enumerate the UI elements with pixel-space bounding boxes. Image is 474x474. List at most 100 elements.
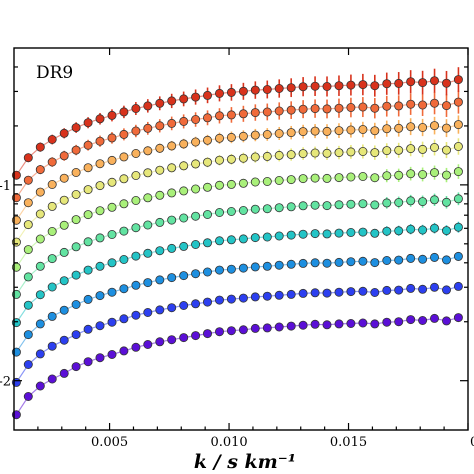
data-point bbox=[167, 215, 177, 225]
data-point bbox=[202, 209, 212, 219]
data-point bbox=[298, 201, 308, 211]
data-point bbox=[95, 261, 105, 271]
data-point bbox=[394, 123, 404, 133]
data-point bbox=[334, 81, 344, 91]
data-point bbox=[441, 316, 451, 326]
data-point bbox=[274, 231, 284, 241]
data-point bbox=[238, 205, 248, 215]
data-point bbox=[191, 239, 201, 249]
data-point bbox=[202, 238, 212, 248]
data-point bbox=[119, 254, 129, 264]
data-point bbox=[441, 226, 451, 236]
data-point bbox=[95, 159, 105, 169]
data-point bbox=[167, 273, 177, 283]
data-point bbox=[298, 174, 308, 184]
data-point bbox=[35, 261, 45, 271]
data-point bbox=[191, 92, 201, 102]
data-point bbox=[131, 223, 141, 233]
data-point bbox=[238, 178, 248, 188]
data-point bbox=[370, 173, 380, 183]
data-point bbox=[119, 152, 129, 162]
data-point bbox=[143, 193, 153, 203]
data-point bbox=[418, 169, 428, 179]
data-point bbox=[35, 234, 45, 244]
data-point bbox=[143, 248, 153, 258]
data-point bbox=[179, 116, 189, 126]
data-point bbox=[238, 263, 248, 273]
model-curve-10 bbox=[15, 79, 459, 176]
data-point bbox=[274, 84, 284, 94]
data-point bbox=[334, 148, 344, 158]
data-point bbox=[334, 200, 344, 210]
data-point bbox=[107, 177, 117, 187]
data-point bbox=[250, 262, 260, 272]
data-point bbox=[238, 234, 248, 244]
x-axis-label: k / s km⁻¹ bbox=[194, 451, 296, 473]
data-point bbox=[441, 145, 451, 155]
data-point bbox=[441, 101, 451, 111]
data-point bbox=[358, 146, 368, 156]
data-point bbox=[202, 135, 212, 145]
data-point bbox=[394, 285, 404, 295]
data-point bbox=[191, 211, 201, 221]
data-point bbox=[322, 104, 332, 114]
plot-frame bbox=[13, 47, 469, 431]
data-point bbox=[262, 129, 272, 139]
data-point bbox=[131, 280, 141, 290]
data-point bbox=[179, 139, 189, 149]
data-point bbox=[358, 227, 368, 237]
model-curve-2 bbox=[15, 285, 459, 383]
data-point bbox=[95, 206, 105, 216]
data-point bbox=[214, 295, 224, 305]
data-point bbox=[83, 118, 93, 128]
data-point bbox=[179, 271, 189, 281]
data-point bbox=[262, 232, 272, 242]
data-point bbox=[83, 265, 93, 275]
data-point bbox=[334, 287, 344, 297]
data-point bbox=[59, 151, 69, 161]
data-point bbox=[429, 313, 439, 323]
data-point bbox=[143, 123, 153, 133]
data-point bbox=[394, 101, 404, 111]
data-point bbox=[119, 199, 129, 209]
data-point bbox=[418, 100, 428, 110]
data-point bbox=[286, 289, 296, 299]
data-point bbox=[334, 228, 344, 238]
data-point bbox=[226, 132, 236, 142]
data-point bbox=[310, 173, 320, 183]
data-point bbox=[418, 123, 428, 133]
data-point bbox=[143, 339, 153, 349]
data-point bbox=[214, 111, 224, 121]
data-point bbox=[262, 85, 272, 95]
data-point bbox=[143, 278, 153, 288]
data-point bbox=[310, 319, 320, 329]
data-point bbox=[59, 368, 69, 378]
data-point bbox=[358, 125, 368, 135]
model-curve-3 bbox=[15, 255, 459, 353]
data-point bbox=[214, 236, 224, 246]
data-point bbox=[441, 123, 451, 133]
data-point bbox=[119, 129, 129, 139]
data-point bbox=[262, 107, 272, 117]
data-point bbox=[370, 287, 380, 297]
data-point bbox=[23, 359, 33, 369]
data-point bbox=[370, 148, 380, 158]
data-point bbox=[35, 187, 45, 197]
data-point bbox=[71, 270, 81, 280]
data-point bbox=[394, 317, 404, 327]
data-point bbox=[179, 161, 189, 171]
data-point bbox=[71, 189, 81, 199]
data-point bbox=[382, 124, 392, 134]
data-point bbox=[167, 335, 177, 345]
data-point bbox=[238, 131, 248, 141]
data-point bbox=[83, 185, 93, 195]
data-point bbox=[298, 127, 308, 137]
data-point bbox=[322, 126, 332, 136]
data-point bbox=[23, 198, 33, 208]
data-point bbox=[107, 133, 117, 143]
data-point bbox=[370, 103, 380, 113]
data-point bbox=[59, 335, 69, 345]
data-point bbox=[453, 313, 463, 323]
data-point bbox=[346, 80, 356, 90]
